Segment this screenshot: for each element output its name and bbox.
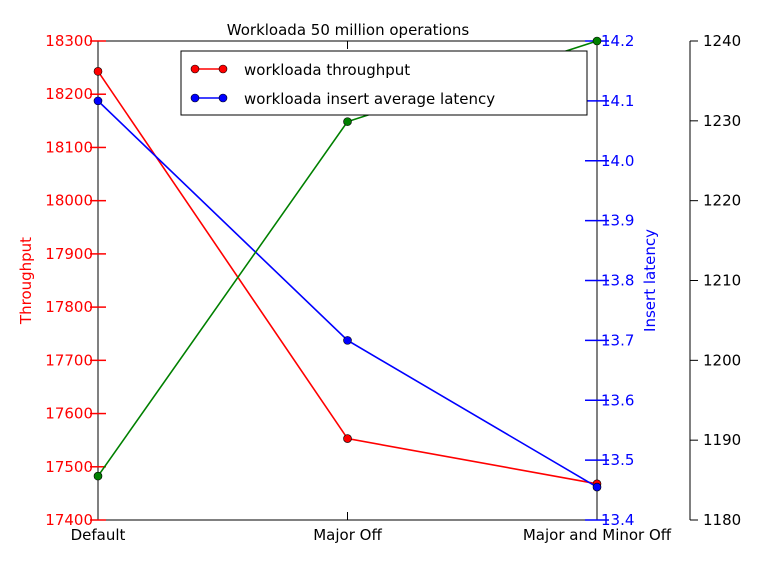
legend-label: workloada insert average latency — [244, 90, 495, 108]
latency-axis-tick-label: 13.6 — [601, 391, 634, 409]
right-axis-tick-label: 1200 — [703, 351, 741, 369]
right-axis-tick-label: 1230 — [703, 112, 741, 130]
left-axis-tick-label: 17600 — [45, 405, 93, 423]
legend: workloada throughput workloada insert ave… — [180, 50, 588, 116]
legend-marker — [190, 64, 200, 74]
legend-marker — [218, 93, 228, 103]
left-axis-tick-label: 18300 — [45, 32, 93, 50]
left-axis-tick-label: 17800 — [45, 298, 93, 316]
left-axis-tick-label: 17400 — [45, 511, 93, 529]
legend-marker — [190, 93, 200, 103]
data-point — [93, 67, 103, 76]
series-line-1 — [97, 100, 598, 488]
legend-label: workloada throughput — [244, 61, 410, 79]
left-axis-label: Throughput — [17, 237, 35, 325]
latency-axis-tick-label: 13.9 — [601, 212, 634, 230]
series-line-0 — [97, 70, 598, 485]
right-axis-tick-label: 1210 — [703, 272, 741, 290]
x-tick-label: Major Off — [313, 526, 382, 544]
legend-marker — [218, 64, 228, 74]
latency-axis-tick-label: 14.1 — [601, 92, 634, 110]
latency-axis-tick-label: 14.2 — [601, 32, 634, 50]
right-axis-tick-label: 1240 — [703, 32, 741, 50]
left-axis-tick-label: 17700 — [45, 351, 93, 369]
latency-axis-tick-label: 13.8 — [601, 272, 634, 290]
left-axis-tick-label: 18000 — [45, 192, 93, 210]
data-point — [343, 336, 352, 345]
right-axis-tick-label: 1190 — [703, 431, 741, 449]
data-point — [93, 96, 103, 106]
data-point — [343, 117, 352, 126]
right-axis-tick-label: 1220 — [703, 192, 741, 210]
left-axis-tick-label: 18100 — [45, 138, 93, 156]
chart-title: Workloada 50 million operations — [227, 21, 470, 39]
left-axis-tick-label: 18200 — [45, 85, 93, 103]
x-tick-label: Major and Minor Off — [523, 526, 672, 544]
left-axis-tick-label: 17900 — [45, 245, 93, 263]
axes: Default Major Off Major and Minor Off 17400… — [17, 32, 741, 544]
x-tick-label: Default — [71, 526, 126, 544]
latency-axis-tick-label: 13.7 — [601, 331, 634, 349]
data-point — [592, 36, 602, 46]
latency-axis-tick-label: 13.4 — [601, 511, 634, 529]
data-point — [343, 434, 352, 443]
latency-axis-tick-label: 13.5 — [601, 451, 634, 469]
latency-axis-label: Insert latency — [641, 229, 659, 332]
data-point — [592, 482, 602, 492]
left-axis-tick-label: 17500 — [45, 458, 93, 476]
data-point — [93, 471, 103, 481]
legend-box — [180, 50, 588, 116]
series-lines — [93, 36, 602, 492]
latency-axis-tick-label: 14.0 — [601, 152, 634, 170]
right-axis-tick-label: 1180 — [703, 511, 741, 529]
